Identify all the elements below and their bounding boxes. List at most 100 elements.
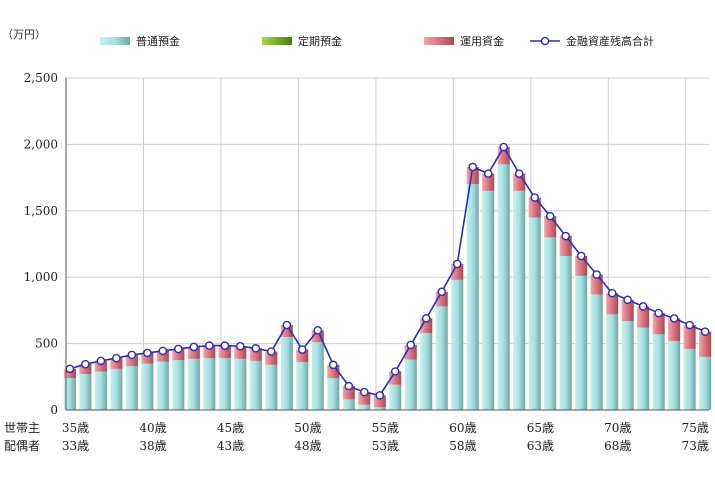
x-tick-label-spouse: 33歳: [62, 439, 89, 453]
total-series-marker: [266, 347, 276, 356]
bar-futsu-yokin: [683, 348, 696, 410]
bar-unyou-shikin: [652, 313, 665, 335]
bar-unyou-shikin: [63, 368, 76, 379]
bar-futsu-yokin: [141, 363, 154, 410]
x-tick-label-spouse: 58歳: [449, 439, 476, 453]
x-tick-label-spouse: 63歳: [527, 439, 554, 453]
bar-unyou-shikin: [699, 331, 712, 357]
total-line: [65, 142, 710, 400]
bar-unyou-shikin: [575, 255, 588, 276]
total-series-marker: [205, 341, 214, 350]
total-series-marker: [685, 320, 694, 330]
total-series-marker: [437, 287, 447, 297]
total-series-marker: [158, 346, 168, 356]
bar-unyou-shikin: [187, 346, 200, 359]
bar-futsu-yokin: [528, 217, 541, 410]
x-tick-label-spouse: 43歳: [217, 439, 244, 453]
bar-futsu-yokin: [327, 378, 340, 410]
bar-futsu-yokin: [420, 332, 433, 410]
total-series-marker: [514, 169, 524, 178]
total-series-marker: [251, 343, 261, 353]
bar-futsu-yokin: [110, 368, 123, 410]
legend-label: 運用資金: [460, 34, 504, 48]
bar-futsu-yokin: [699, 356, 712, 410]
bar-unyou-shikin: [79, 364, 92, 375]
total-series-marker: [127, 350, 137, 360]
total-series-marker: [375, 391, 385, 400]
x-tick-label-householder: 50歳: [294, 421, 321, 435]
total-series-marker: [468, 162, 478, 172]
bar-unyou-shikin: [311, 330, 324, 343]
total-series-marker: [344, 381, 354, 391]
bar-futsu-yokin: [559, 255, 572, 410]
total-series-marker: [313, 326, 323, 335]
x-tick-label-householder: 60歳: [449, 421, 476, 435]
total-series-marker: [499, 142, 509, 152]
x-tick-label-spouse: 68歳: [604, 439, 631, 453]
total-series-marker: [483, 169, 493, 178]
total-series-marker: [700, 327, 710, 336]
bar-unyou-shikin: [218, 345, 231, 359]
legend-futsu-yokin: 普通預金: [100, 34, 180, 48]
total-series-marker: [282, 320, 292, 330]
bar-futsu-yokin: [156, 361, 169, 410]
legend-swatch: [424, 37, 454, 45]
bar-futsu-yokin: [513, 190, 526, 410]
bar-unyou-shikin: [280, 325, 293, 337]
bar-futsu-yokin: [172, 360, 185, 410]
total-series-marker: [236, 341, 245, 351]
bar-futsu-yokin: [94, 371, 107, 410]
total-series-marker: [561, 231, 570, 241]
bar-futsu-yokin: [234, 358, 247, 410]
bar-unyou-shikin: [482, 173, 495, 191]
bar-unyou-shikin: [203, 345, 216, 359]
bar-unyou-shikin: [110, 358, 123, 369]
bar-unyou-shikin: [606, 293, 619, 315]
bar-futsu-yokin: [342, 399, 355, 410]
x-tick-labels: 35歳 33歳 40歳 38歳 45歳 43歳 50歳 48歳 55歳 53歳 60歳 58歳 65歳 6…: [62, 421, 709, 453]
bar-unyou-shikin: [342, 386, 355, 400]
bar-unyou-shikin: [668, 318, 681, 341]
total-series-marker: [592, 270, 601, 279]
legend-label: 定期預金: [298, 34, 342, 48]
bar-unyou-shikin: [466, 166, 479, 185]
total-series-marker: [328, 360, 338, 370]
x-tick-label-householder: 45歳: [217, 421, 244, 435]
bar-futsu-yokin: [451, 279, 464, 410]
bar-unyou-shikin: [358, 392, 371, 405]
bar-futsu-yokin: [187, 358, 200, 410]
bar-futsu-yokin: [249, 360, 262, 410]
total-series-marker: [669, 314, 679, 323]
bar-unyou-shikin: [156, 350, 169, 362]
total-series-marker: [143, 348, 152, 358]
bar-unyou-shikin: [621, 299, 634, 322]
bar-unyou-shikin: [172, 348, 185, 361]
total-series-marker: [452, 259, 462, 269]
x-row-label-spouse: 配偶者: [4, 439, 40, 453]
bar-futsu-yokin: [497, 164, 510, 410]
total-series-marker: [174, 344, 183, 354]
legend-label: 金融資産残高合計: [566, 34, 654, 48]
bar-unyou-shikin: [265, 351, 278, 365]
bar-futsu-yokin: [358, 404, 371, 410]
bar-futsu-yokin: [373, 407, 386, 410]
y-tick-label: 500: [35, 337, 58, 351]
bar-unyou-shikin: [528, 197, 541, 218]
bars: [63, 147, 712, 410]
bar-futsu-yokin: [544, 237, 557, 410]
x-tick-label-householder: 65歳: [527, 421, 554, 435]
bar-futsu-yokin: [79, 374, 92, 410]
bar-futsu-yokin: [590, 294, 603, 410]
total-series-marker: [96, 356, 106, 366]
bar-futsu-yokin: [218, 358, 231, 410]
bar-unyou-shikin: [249, 348, 262, 361]
bar-futsu-yokin: [668, 340, 681, 410]
x-tick-label-spouse: 48歳: [294, 439, 321, 453]
x-tick-label-householder: 35歳: [62, 421, 89, 435]
legend-label: 普通預金: [136, 34, 180, 48]
x-tick-label-spouse: 73歳: [682, 439, 709, 453]
total-series-marker: [81, 359, 90, 369]
total-series-marker: [576, 251, 586, 261]
total-series-marker: [112, 353, 121, 363]
